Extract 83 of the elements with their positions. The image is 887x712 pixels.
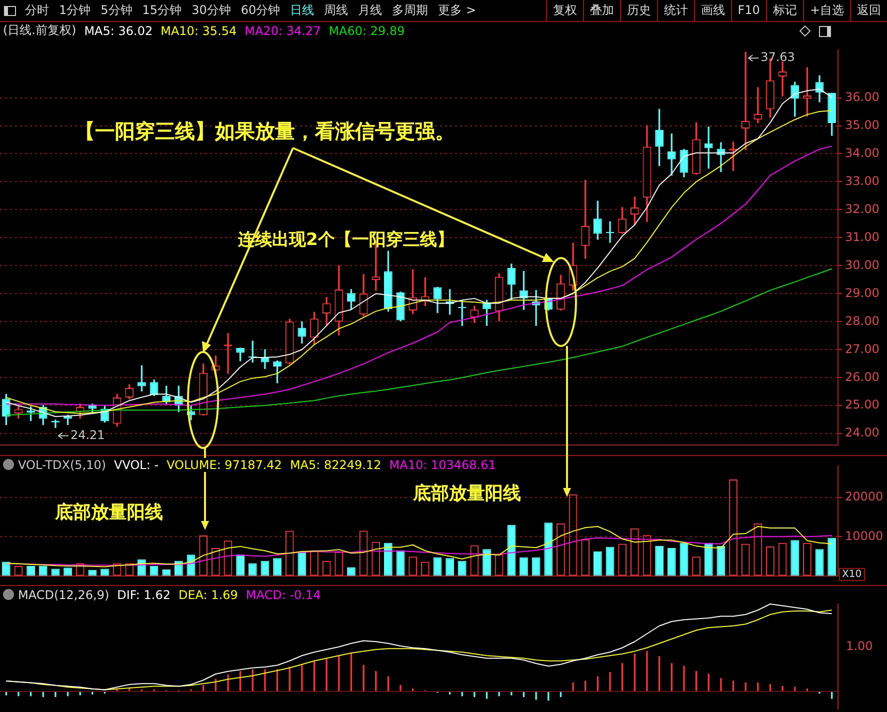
annotation: 底部放量阳线 [413, 481, 521, 505]
text: DEA: 1.69 [178, 588, 238, 602]
bar [532, 557, 540, 576]
bar [544, 522, 553, 576]
text: MA10: 35.54 [160, 24, 237, 38]
bar [433, 557, 442, 576]
bar [815, 549, 824, 576]
y-tick-label: 29.00 [845, 286, 880, 300]
text: X10 [839, 568, 865, 581]
candlestick [606, 221, 614, 243]
text: 画线 [694, 0, 731, 21]
y-tick-label: 10000 [845, 528, 884, 543]
y-tick-label: 20000 [845, 490, 884, 504]
bar [606, 546, 614, 576]
bar [667, 548, 676, 576]
bar [396, 550, 405, 576]
annotation: 【一阳穿三线】如果放量，看涨信号更强。 [75, 118, 455, 145]
candlestick [778, 62, 787, 96]
y-tick-label: 28.00 [845, 314, 880, 328]
text: (日线.前复权) [3, 22, 76, 39]
bar [520, 557, 528, 576]
text: 1.00 [846, 639, 873, 653]
text: 周线 [323, 2, 350, 19]
bar [790, 540, 800, 576]
text: 分时 [24, 2, 50, 19]
bar [507, 524, 516, 576]
text: 30分钟 [190, 2, 232, 19]
bar [260, 560, 270, 576]
bar [716, 546, 726, 576]
text: 历史 [620, 0, 657, 21]
text: 多周期 [391, 2, 430, 19]
annotation: MA5: 82249.12 [290, 458, 382, 472]
bar [236, 554, 244, 576]
bar [655, 546, 664, 576]
text: MACD(12,26,9) [18, 588, 110, 602]
y-tick-label: 32.00 [845, 202, 880, 216]
annotation: 37.63 [760, 50, 795, 64]
text: MA60: 29.89 [328, 24, 405, 38]
annotation: 24.21 [70, 428, 105, 442]
y-tick-label: 30.00 [845, 258, 880, 272]
text: 5分钟 [100, 2, 134, 19]
annotation: 底部放量阳线 [55, 500, 163, 524]
y-tick-label: 26.00 [845, 370, 880, 384]
text: DIF: 1.62 [117, 588, 170, 602]
bar [828, 538, 836, 576]
y-tick-label: 34.00 [845, 146, 880, 160]
text: 15分钟 [141, 2, 183, 19]
text: 月线 [357, 2, 384, 19]
annotation: VVOL: - [114, 458, 159, 472]
bar [680, 542, 688, 576]
bar [594, 552, 602, 576]
candlestick [741, 52, 750, 150]
y-tick-label: 31.00 [845, 230, 880, 244]
text: 日线 [289, 2, 316, 19]
y-tick-label: 25.00 [845, 398, 880, 412]
bar [446, 558, 454, 576]
bar [482, 549, 491, 576]
text: 叠加 [582, 0, 620, 21]
annotation: VOL-TDX(5,10) [18, 458, 106, 472]
y-tick-label: 36.00 [845, 90, 880, 104]
y-tick-label: 27.00 [845, 342, 880, 356]
text: 统计 [656, 0, 694, 21]
text: 复权 [546, 0, 583, 21]
y-tick-label: 35.00 [845, 118, 880, 132]
bar [704, 542, 713, 576]
text: +自选 [802, 0, 850, 21]
text: MACD: -0.14 [246, 588, 321, 602]
text: 返回 [850, 0, 887, 21]
text: 标记 [766, 0, 803, 21]
bar [384, 542, 392, 576]
text: F10 [730, 0, 766, 21]
annotation: VOLUME: 97187.42 [166, 458, 282, 472]
bar [298, 552, 306, 576]
text: 更多 > [437, 2, 477, 19]
bar [458, 560, 466, 576]
text: 1分钟 [58, 2, 92, 19]
y-tick-label: 33.00 [845, 174, 880, 188]
annotation: MA10: 103468.61 [389, 458, 496, 472]
y-tick-label: 24.00 [845, 426, 880, 440]
text: 60分钟 [240, 2, 282, 19]
text: MA20: 34.27 [244, 24, 321, 38]
bar [273, 558, 282, 576]
text: MA5: 36.02 [84, 24, 153, 38]
